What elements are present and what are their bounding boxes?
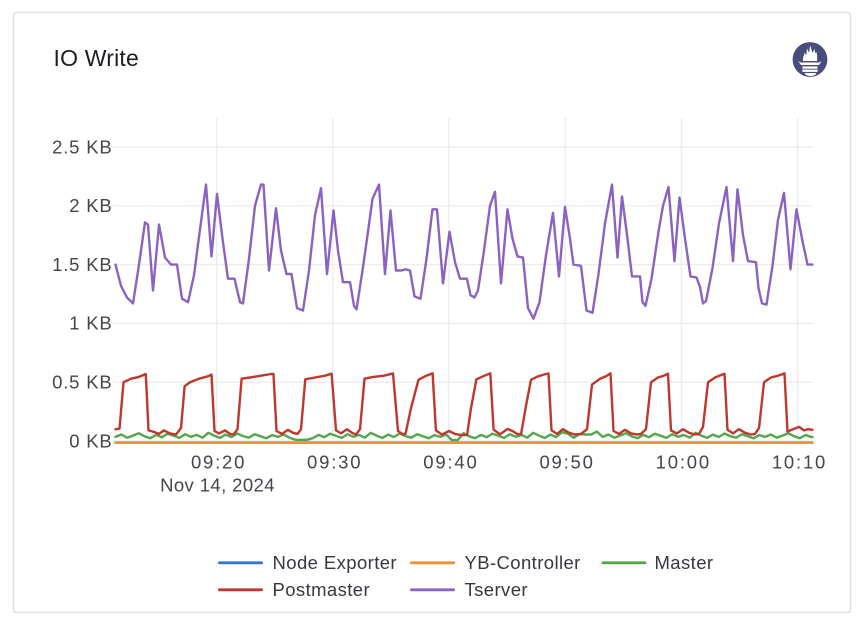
- svg-text:1 KB: 1 KB: [69, 313, 112, 334]
- svg-text:09:30: 09:30: [307, 452, 362, 473]
- svg-text:2.5 KB: 2.5 KB: [52, 136, 112, 157]
- svg-text:Postmaster: Postmaster: [273, 579, 371, 600]
- svg-text:Tserver: Tserver: [465, 579, 528, 600]
- svg-text:Node Exporter: Node Exporter: [273, 552, 397, 573]
- svg-text:09:50: 09:50: [539, 452, 594, 473]
- svg-text:10:00: 10:00: [656, 452, 711, 473]
- svg-text:IO Write: IO Write: [54, 45, 140, 71]
- svg-text:Master: Master: [655, 552, 714, 573]
- svg-text:Nov 14, 2024: Nov 14, 2024: [160, 475, 275, 496]
- svg-text:0.5 KB: 0.5 KB: [52, 372, 112, 393]
- svg-text:0 KB: 0 KB: [69, 430, 112, 451]
- svg-text:09:20: 09:20: [191, 452, 246, 473]
- svg-text:1.5 KB: 1.5 KB: [52, 254, 112, 275]
- svg-text:09:40: 09:40: [423, 452, 478, 473]
- svg-text:YB-Controller: YB-Controller: [465, 552, 581, 573]
- svg-text:10:10: 10:10: [772, 452, 827, 473]
- svg-text:2 KB: 2 KB: [69, 195, 112, 216]
